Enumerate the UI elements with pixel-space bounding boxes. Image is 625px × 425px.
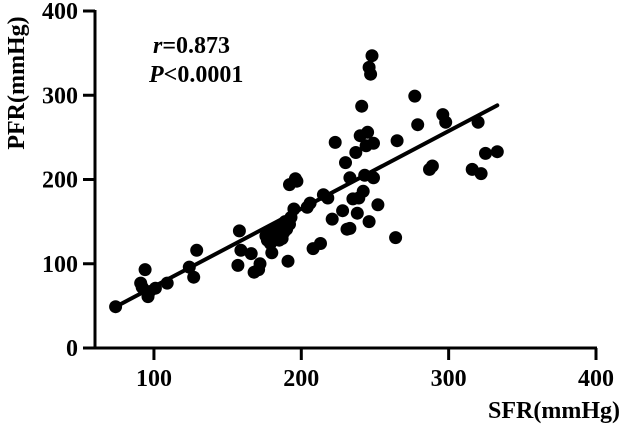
p-value-annotation: P<0.0001 bbox=[148, 62, 243, 88]
x-tick-label: 300 bbox=[431, 366, 467, 392]
data-point bbox=[364, 67, 378, 81]
data-point bbox=[314, 237, 327, 250]
x-tick-label: 200 bbox=[283, 366, 319, 392]
data-point bbox=[350, 206, 364, 220]
data-point bbox=[290, 174, 304, 188]
axis-ticks: 100 200 300 400 0 100 200 300 400 bbox=[42, 0, 614, 392]
x-axis-title: SFR(mmHg) bbox=[488, 398, 620, 424]
data-point bbox=[389, 231, 403, 245]
data-point bbox=[361, 125, 375, 139]
data-point bbox=[367, 136, 380, 150]
data-point bbox=[234, 243, 248, 257]
data-point bbox=[355, 99, 369, 113]
p-symbol: P bbox=[148, 62, 164, 88]
data-point bbox=[474, 167, 488, 181]
data-point bbox=[328, 135, 342, 149]
data-point bbox=[411, 118, 425, 132]
data-point bbox=[425, 159, 439, 173]
data-point bbox=[408, 89, 422, 103]
data-point bbox=[439, 115, 453, 129]
data-point bbox=[325, 212, 339, 226]
data-point bbox=[281, 254, 295, 268]
y-tick-label: 100 bbox=[42, 252, 78, 278]
data-point bbox=[244, 247, 258, 261]
regression-line bbox=[112, 103, 500, 310]
y-tick-label: 300 bbox=[42, 83, 78, 109]
x-tick-label: 100 bbox=[136, 366, 172, 392]
y-axis-title: PFR(mmHg) bbox=[4, 16, 30, 149]
data-point bbox=[265, 246, 279, 260]
data-point bbox=[390, 134, 404, 148]
data-points bbox=[109, 49, 504, 314]
r-value: =0.873 bbox=[162, 33, 230, 59]
data-point bbox=[336, 204, 350, 218]
correlation-annotation: r=0.873 bbox=[153, 33, 230, 59]
data-point bbox=[349, 146, 363, 159]
data-point bbox=[365, 49, 379, 63]
data-point bbox=[231, 258, 245, 272]
data-point bbox=[187, 270, 201, 284]
y-tick-label: 0 bbox=[66, 336, 78, 362]
data-point bbox=[356, 184, 370, 198]
data-point bbox=[371, 198, 385, 212]
y-tick-label: 400 bbox=[42, 0, 78, 25]
data-point bbox=[339, 156, 352, 170]
data-point bbox=[232, 224, 246, 238]
y-tick-label: 200 bbox=[42, 168, 78, 194]
r-symbol: r bbox=[153, 33, 163, 59]
data-point bbox=[343, 221, 357, 235]
data-point bbox=[190, 243, 204, 257]
data-point bbox=[490, 145, 504, 159]
data-point bbox=[479, 146, 492, 160]
x-tick-label: 400 bbox=[578, 366, 614, 392]
data-point bbox=[253, 257, 267, 271]
data-point bbox=[138, 263, 152, 277]
data-point bbox=[362, 215, 376, 229]
p-value: <0.0001 bbox=[164, 62, 244, 88]
